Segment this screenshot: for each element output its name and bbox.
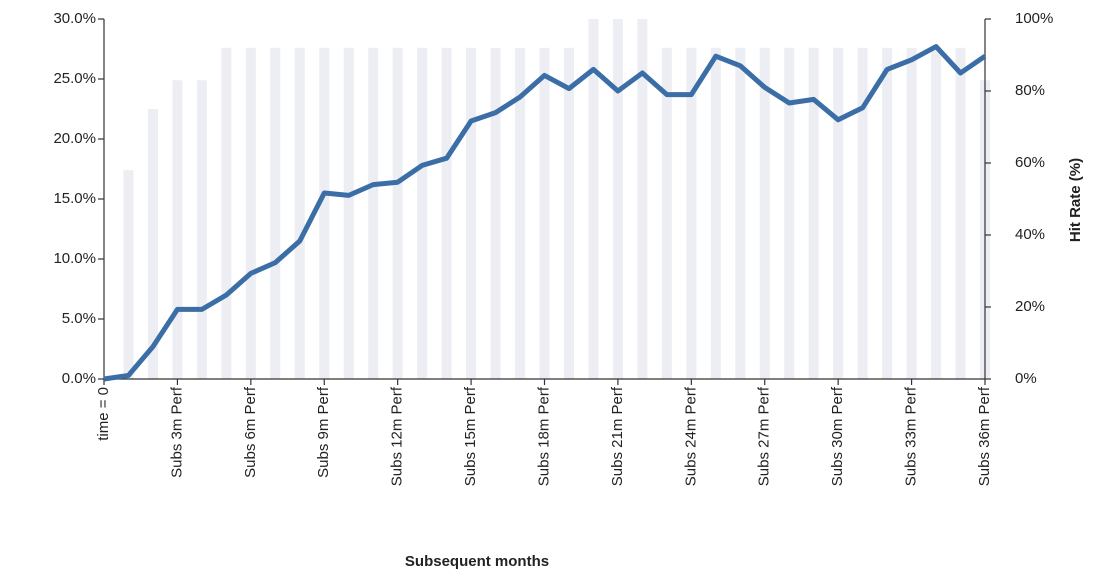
- bar: [515, 47, 526, 380]
- bar: [563, 47, 574, 380]
- bar: [857, 47, 868, 380]
- bar: [539, 47, 550, 380]
- bar: [661, 47, 672, 380]
- y-tick-label: 0.0%: [62, 370, 96, 387]
- x-axis-label: Subsequent months: [405, 553, 549, 570]
- bar: [147, 109, 158, 379]
- y2-tick-label: 100%: [1015, 10, 1053, 27]
- x-tick-label: Subs 9m Perf: [315, 386, 332, 478]
- bar: [490, 47, 501, 380]
- bar: [784, 47, 795, 380]
- bar: [368, 47, 379, 380]
- bar: [196, 80, 207, 379]
- bar: [123, 170, 134, 379]
- y2-tick-label: 0%: [1015, 370, 1037, 387]
- bar: [294, 47, 305, 380]
- bar: [710, 47, 721, 380]
- bar: [612, 19, 623, 379]
- bar: [882, 47, 893, 380]
- y-tick-label: 10.0%: [53, 250, 96, 267]
- x-tick-label: Subs 30m Perf: [829, 386, 846, 486]
- x-tick-label: Subs 18m Perf: [535, 386, 552, 486]
- x-tick-label: Subs 27m Perf: [756, 386, 773, 486]
- y2-tick-label: 60%: [1015, 154, 1045, 171]
- y2-tick-label: 80%: [1015, 82, 1045, 99]
- x-tick-label: time = 0: [95, 387, 112, 441]
- bar: [466, 47, 477, 380]
- line: [103, 44, 987, 382]
- bar: [637, 19, 648, 379]
- x-tick-label: Subs 12m Perf: [389, 386, 406, 486]
- y2-tick-label: 20%: [1015, 298, 1045, 315]
- bar: [392, 47, 403, 380]
- bar: [441, 47, 452, 380]
- x-tick-label: Subs 21m Perf: [609, 386, 626, 486]
- y-tick-label: 15.0%: [53, 190, 96, 207]
- y2-tick-label: 40%: [1015, 226, 1045, 243]
- y-tick-label: 20.0%: [53, 130, 96, 147]
- bar: [245, 47, 256, 380]
- bar: [759, 47, 770, 380]
- y-tick-label: 30.0%: [53, 10, 96, 27]
- bar: [808, 47, 819, 380]
- bar: [417, 47, 428, 380]
- bar: [833, 47, 844, 380]
- x-tick-label: Subs 33m Perf: [903, 386, 920, 486]
- y2-axis-label: Hit Rate (%): [1067, 158, 1084, 242]
- bar: [319, 47, 330, 380]
- y-tick-label: 5.0%: [62, 310, 96, 327]
- x-tick-label: Subs 3m Perf: [168, 386, 185, 478]
- x-tick-label: Subs 24m Perf: [682, 386, 699, 486]
- bar: [906, 47, 917, 380]
- x-tick-label: Subs 6m Perf: [242, 386, 259, 478]
- bar: [955, 47, 966, 380]
- bar: [270, 47, 281, 380]
- x-tick-label: Subs 15m Perf: [462, 386, 479, 486]
- y-tick-label: 25.0%: [53, 70, 96, 87]
- bar: [931, 47, 942, 380]
- bar: [588, 19, 599, 379]
- bar: [343, 47, 354, 380]
- bar: [735, 47, 746, 380]
- bar: [221, 47, 232, 380]
- bar: [172, 80, 183, 379]
- bar: [686, 47, 697, 380]
- x-tick-label: Subs 36m Perf: [976, 386, 993, 486]
